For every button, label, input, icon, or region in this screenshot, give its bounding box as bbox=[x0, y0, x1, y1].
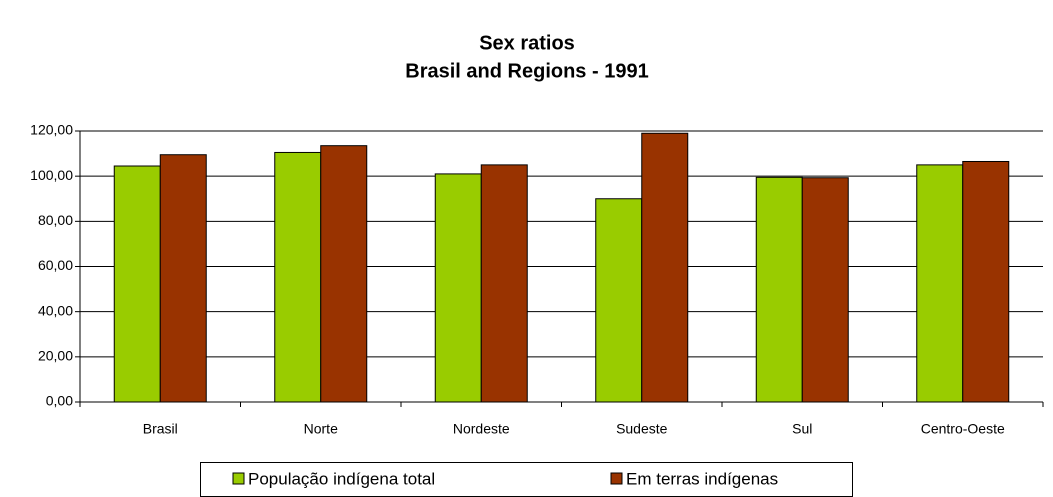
bar bbox=[641, 132, 689, 403]
legend-label: Em terras indígenas bbox=[626, 469, 778, 488]
bar bbox=[113, 165, 161, 403]
bar bbox=[962, 160, 1010, 403]
x-tick-label: Centro-Oeste bbox=[921, 421, 1005, 437]
bar bbox=[755, 176, 803, 403]
legend-swatch bbox=[232, 472, 245, 485]
y-tick-label: 60,00 bbox=[38, 257, 73, 273]
y-tick-label: 80,00 bbox=[38, 212, 73, 228]
legend-swatch bbox=[610, 472, 623, 485]
x-tick-label: Brasil bbox=[143, 421, 178, 437]
bar bbox=[159, 154, 207, 403]
bar bbox=[480, 164, 528, 403]
bar bbox=[320, 145, 368, 403]
y-tick-label: 120,00 bbox=[30, 122, 73, 138]
x-tick-label: Sudeste bbox=[616, 421, 668, 437]
bar bbox=[434, 173, 482, 403]
bar bbox=[801, 177, 849, 403]
y-tick-label: 20,00 bbox=[38, 348, 73, 364]
x-tick-label: Norte bbox=[304, 421, 338, 437]
y-tick-label: 100,00 bbox=[30, 167, 73, 183]
bar bbox=[274, 151, 322, 403]
bar bbox=[595, 198, 643, 403]
y-tick-label: 0,00 bbox=[46, 393, 73, 409]
chart-title: Sex ratios bbox=[479, 32, 575, 54]
legend-box bbox=[200, 462, 853, 497]
chart-subtitle: Brasil and Regions - 1991 bbox=[405, 60, 648, 82]
y-tick-label: 40,00 bbox=[38, 302, 73, 318]
x-tick-label: Sul bbox=[792, 421, 812, 437]
bar bbox=[916, 164, 964, 403]
x-tick-label: Nordeste bbox=[453, 421, 510, 437]
legend-label: População indígena total bbox=[248, 469, 435, 488]
